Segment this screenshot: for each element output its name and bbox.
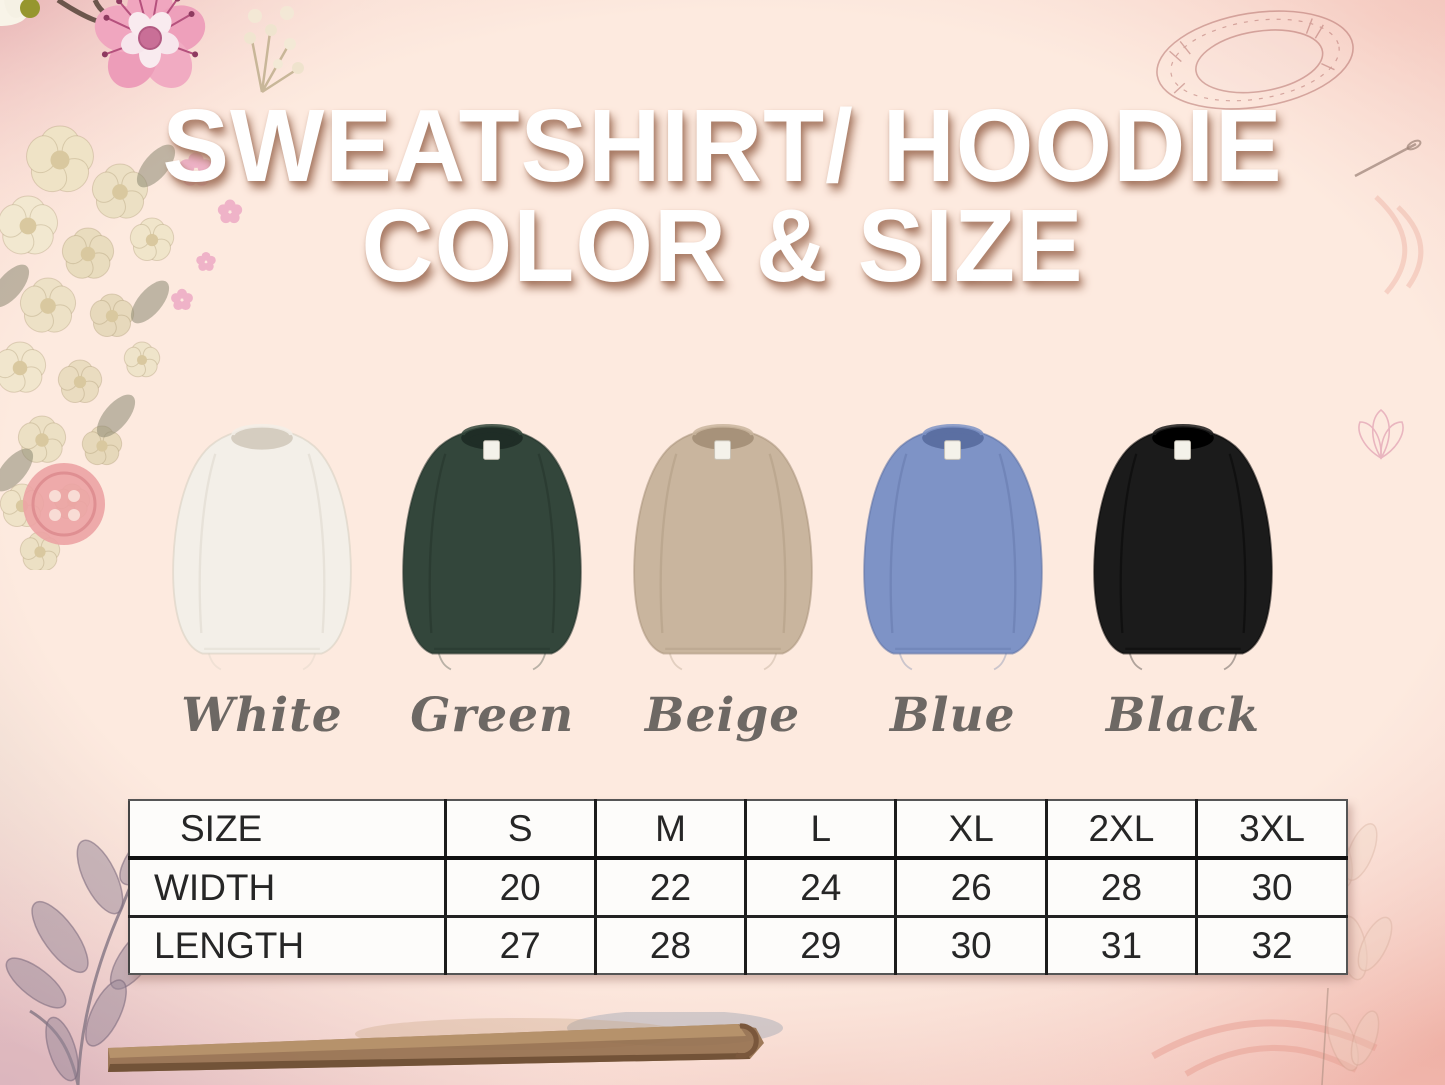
width-3xl: 30 bbox=[1195, 858, 1349, 918]
color-label-blue: Blue bbox=[889, 688, 1016, 743]
sweatshirt-graphic bbox=[172, 423, 352, 671]
length-row: LENGTH 27 28 29 30 31 32 bbox=[128, 916, 1349, 975]
header-l: L bbox=[744, 799, 896, 860]
sweatshirt-beige-image bbox=[611, 418, 835, 680]
width-l: 24 bbox=[744, 858, 896, 918]
color-label-black: Black bbox=[1105, 688, 1261, 743]
sweatshirt-green-image bbox=[380, 418, 604, 680]
header-s: S bbox=[443, 799, 596, 860]
sweatshirt-black-image bbox=[1071, 418, 1295, 680]
length-xl: 30 bbox=[894, 916, 1047, 975]
product-beige: Beige bbox=[611, 418, 835, 743]
length-2xl: 31 bbox=[1044, 916, 1197, 975]
sweatshirt-graphic bbox=[402, 423, 583, 671]
color-options-row: White Green Beige bbox=[150, 418, 1295, 743]
row-label-length: LENGTH bbox=[128, 916, 445, 975]
sweatshirt-graphic bbox=[632, 423, 813, 671]
sweatshirt-graphic bbox=[862, 423, 1043, 671]
title-line-1: SWEATSHIRT/ HOODIE bbox=[162, 88, 1283, 203]
header-3xl: 3XL bbox=[1195, 799, 1349, 860]
product-green: Green bbox=[380, 418, 604, 743]
header-size: SIZE bbox=[128, 799, 445, 860]
color-label-green: Green bbox=[410, 688, 575, 743]
width-m: 22 bbox=[593, 858, 746, 918]
length-m: 28 bbox=[593, 916, 746, 975]
width-row: WIDTH 20 22 24 26 28 30 bbox=[128, 858, 1349, 918]
size-header-row: SIZE S M L XL 2XL 3XL bbox=[128, 799, 1349, 860]
header-2xl: 2XL bbox=[1044, 799, 1197, 860]
width-xl: 26 bbox=[894, 858, 1047, 918]
product-black: Black bbox=[1071, 418, 1295, 743]
sweatshirt-blue-image bbox=[841, 418, 1065, 680]
width-s: 20 bbox=[443, 858, 596, 918]
length-l: 29 bbox=[744, 916, 896, 975]
length-3xl: 32 bbox=[1195, 916, 1349, 975]
color-label-beige: Beige bbox=[644, 688, 801, 743]
title-line-2: COLOR & SIZE bbox=[361, 188, 1084, 303]
page-title: SWEATSHIRT/ HOODIE COLOR & SIZE bbox=[22, 94, 1424, 303]
product-white: White bbox=[150, 418, 374, 743]
color-label-white: White bbox=[181, 688, 343, 743]
row-label-width: WIDTH bbox=[128, 858, 445, 918]
length-s: 27 bbox=[443, 916, 596, 975]
product-blue: Blue bbox=[841, 418, 1065, 743]
header-m: M bbox=[593, 799, 746, 860]
header-xl: XL bbox=[894, 799, 1047, 860]
width-2xl: 28 bbox=[1044, 858, 1197, 918]
sweatshirt-graphic bbox=[1093, 423, 1273, 671]
size-chart-table: SIZE S M L XL 2XL 3XL WIDTH 20 22 24 26 … bbox=[128, 799, 1349, 975]
sweatshirt-white-image bbox=[150, 418, 374, 680]
